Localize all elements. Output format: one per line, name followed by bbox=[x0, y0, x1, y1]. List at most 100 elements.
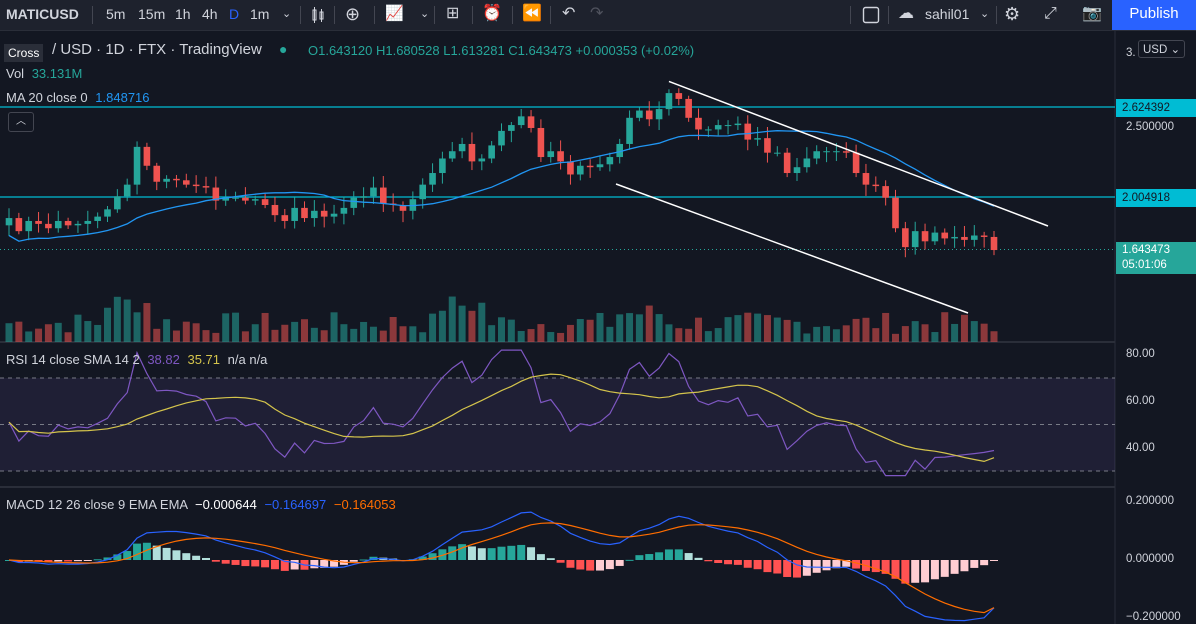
macd-histogram-bar bbox=[615, 560, 624, 566]
divider bbox=[850, 6, 851, 24]
candle-body bbox=[478, 158, 486, 162]
volume-value: 33.131M bbox=[31, 66, 83, 81]
interval-1m[interactable]: 1m bbox=[250, 6, 270, 22]
macd-histogram-bar bbox=[310, 560, 319, 569]
macd-histogram-bar bbox=[930, 560, 939, 580]
alert-clock-icon[interactable]: ⏰ bbox=[482, 5, 502, 22]
currency-select[interactable]: USD ⌄ bbox=[1138, 40, 1186, 58]
interval-d[interactable]: D bbox=[229, 6, 240, 22]
camera-icon[interactable]: 📷 bbox=[1082, 5, 1102, 22]
volume-bar bbox=[960, 314, 968, 342]
rsi-tick: 40.00 bbox=[1126, 442, 1155, 454]
candle-body bbox=[774, 152, 781, 154]
volume-bar bbox=[803, 333, 811, 342]
symbol-search[interactable]: MATICUSD bbox=[6, 6, 79, 22]
publish-button[interactable]: Publish bbox=[1112, 0, 1196, 30]
settings-gear-icon[interactable]: ⚙ bbox=[1004, 4, 1021, 24]
candle-body bbox=[202, 186, 210, 188]
collapse-legend-button[interactable]: ︿ bbox=[8, 112, 34, 132]
volume-bar bbox=[330, 312, 338, 342]
volume-bar bbox=[399, 326, 407, 342]
rsi-tick: 80.00 bbox=[1126, 348, 1155, 360]
user-name[interactable]: sahil01 bbox=[925, 6, 970, 22]
volume-bar bbox=[360, 321, 368, 342]
macd-histogram-bar bbox=[832, 560, 841, 569]
candle-body bbox=[45, 223, 52, 229]
interval-1h[interactable]: 1h bbox=[175, 6, 191, 22]
chevron-down-icon[interactable]: ⌄ bbox=[282, 8, 292, 20]
expand-icon[interactable]: ⤢ bbox=[1044, 5, 1057, 22]
volume-bar bbox=[261, 312, 269, 342]
volume-bar bbox=[763, 315, 771, 342]
candle-body bbox=[577, 165, 584, 175]
macd-histogram-bar bbox=[44, 560, 53, 563]
candles-icon[interactable] bbox=[310, 0, 326, 30]
candle-body bbox=[902, 228, 909, 248]
candle-body bbox=[271, 204, 279, 216]
macd-histogram-bar bbox=[812, 560, 821, 573]
interval-15m[interactable]: 15m bbox=[138, 6, 166, 22]
macd-histogram-bar bbox=[990, 560, 998, 561]
macd-histogram-bar bbox=[221, 560, 230, 564]
macd-histogram-bar bbox=[418, 556, 427, 560]
macd-histogram-bar bbox=[625, 559, 634, 561]
macd-histogram-bar bbox=[428, 553, 437, 560]
macd-histogram-bar bbox=[970, 560, 979, 568]
candle-body bbox=[291, 207, 298, 221]
fullscreen-box-icon[interactable] bbox=[862, 0, 880, 30]
candle-body bbox=[636, 110, 643, 118]
candle-body bbox=[852, 152, 860, 174]
candle-body bbox=[25, 220, 32, 232]
macd-histogram-bar bbox=[704, 560, 713, 562]
candle-body bbox=[951, 236, 958, 239]
layout-grid-icon[interactable]: ⊞ bbox=[446, 5, 460, 22]
chevron-down-icon[interactable]: ⌄ bbox=[420, 8, 430, 20]
volume-bar bbox=[744, 312, 752, 342]
redo-icon[interactable]: ↷ bbox=[590, 5, 604, 22]
volume-bar bbox=[241, 331, 249, 342]
candle-body bbox=[606, 157, 614, 165]
volume-bar bbox=[537, 324, 545, 342]
interval-5m[interactable]: 5m bbox=[106, 6, 126, 22]
macd-histogram-bar bbox=[448, 546, 457, 560]
interval-4h[interactable]: 4h bbox=[202, 6, 218, 22]
candle-body bbox=[586, 165, 594, 168]
add-indicator-icon[interactable]: ⊕ bbox=[345, 4, 361, 24]
chevron-down-icon[interactable]: ⌄ bbox=[980, 8, 990, 20]
undo-icon[interactable]: ↶ bbox=[562, 5, 576, 22]
candle-body bbox=[163, 178, 170, 182]
volume-bar bbox=[172, 330, 180, 342]
volume-bar bbox=[773, 317, 781, 342]
macd-histogram-bar bbox=[674, 549, 683, 560]
macd-histogram-bar bbox=[586, 560, 595, 571]
signal-line bbox=[8, 522, 995, 614]
candle-body bbox=[350, 197, 358, 208]
candle-body bbox=[419, 184, 426, 200]
indicators-icon[interactable]: 📈 bbox=[385, 5, 404, 22]
candle-body bbox=[498, 130, 505, 146]
volume-bar bbox=[25, 331, 33, 342]
candle-body bbox=[971, 235, 978, 240]
price-tick: 2.500000 bbox=[1126, 121, 1174, 133]
candle-body bbox=[15, 218, 23, 232]
volume-bar bbox=[438, 310, 446, 342]
volume-bar bbox=[547, 332, 555, 342]
candle-body bbox=[468, 143, 476, 162]
high-value: H1.680528 bbox=[375, 43, 440, 58]
top-toolbar: MATICUSD 5m 15m 1h 4h D 1m ⌄ ⊕ 📈 ⌄ ⊞ ⏰ ⏪… bbox=[0, 0, 1196, 31]
replay-icon[interactable]: ⏪ bbox=[522, 5, 542, 22]
volume-bar bbox=[35, 328, 43, 342]
ma-label: MA 20 close 0 bbox=[6, 90, 88, 105]
volume-bar bbox=[113, 296, 121, 342]
divider bbox=[550, 6, 551, 24]
macd-histogram-bar bbox=[467, 546, 476, 560]
divider bbox=[996, 6, 997, 24]
candle-body bbox=[596, 164, 604, 168]
macd-histogram-bar bbox=[684, 553, 693, 560]
volume-bar bbox=[123, 299, 131, 342]
macd-histogram-bar bbox=[733, 560, 742, 565]
currency-label: USD bbox=[1143, 44, 1168, 56]
candle-body bbox=[990, 236, 998, 251]
volume-bar bbox=[251, 324, 259, 342]
